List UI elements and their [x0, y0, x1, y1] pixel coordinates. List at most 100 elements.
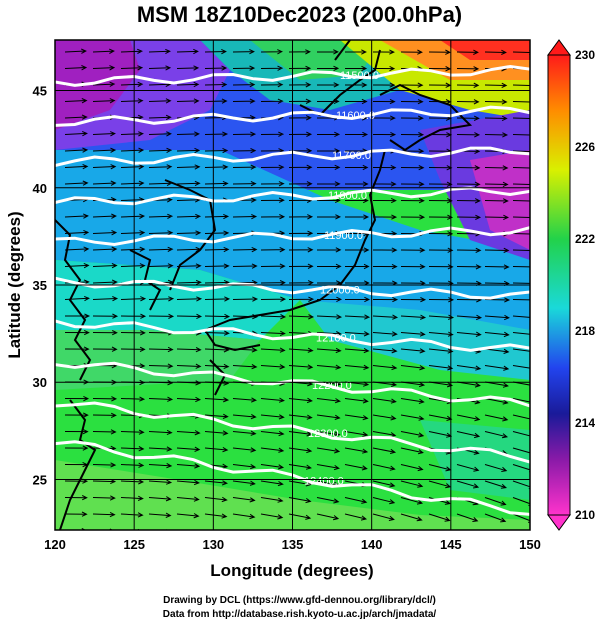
- wind-arrow: [120, 263, 146, 269]
- contour-label: 12100.0: [316, 332, 356, 344]
- wind-arrow: [400, 497, 423, 505]
- wind-arrow: [372, 49, 395, 55]
- wind-arrow: [400, 480, 424, 488]
- wind-arrow: [232, 82, 256, 88]
- wind-arrow: [260, 247, 286, 253]
- wind-arrow: [120, 213, 146, 219]
- wind-arrow: [260, 513, 284, 520]
- contour-label: 11500.0: [340, 70, 379, 82]
- wind-arrow: [512, 167, 530, 169]
- y-tick-label: 25: [33, 472, 47, 487]
- wind-arrow: [260, 131, 285, 137]
- x-tick-label: 120: [44, 537, 66, 552]
- y-axis-ticks: 25 30 35 40 45: [33, 84, 47, 488]
- wind-arrow: [260, 364, 286, 370]
- wind-arrow: [176, 396, 202, 403]
- wind-arrow: [316, 296, 343, 303]
- wind-arrow: [64, 229, 90, 236]
- wind-arrow: [512, 414, 530, 420]
- wind-arrow: [512, 447, 530, 456]
- wind-arrow: [148, 263, 174, 269]
- colorbar: 230 226 222 218 214 210: [547, 39, 595, 531]
- wind-arrow: [344, 364, 370, 370]
- contour-label: 12400.0: [304, 476, 344, 488]
- wind-arrow: [232, 463, 257, 470]
- wind-arrow: [204, 164, 229, 170]
- wind-arrow: [372, 82, 396, 88]
- wind-arrow: [372, 513, 395, 521]
- wind-arrow: [120, 429, 145, 435]
- wind-arrow: [344, 347, 370, 354]
- wind-arrow: [176, 479, 200, 486]
- wind-arrow: [428, 198, 453, 204]
- wind-arrow: [400, 49, 423, 55]
- wind-arrow: [176, 263, 202, 269]
- wind-arrow: [512, 497, 530, 506]
- wind-arrow: [456, 115, 480, 121]
- wind-arrow: [176, 98, 200, 104]
- wind-arrow: [372, 98, 396, 105]
- wind-arrow: [260, 49, 283, 55]
- wind-arrow: [345, 82, 368, 88]
- wind-arrow: [372, 115, 396, 121]
- wind-arrow: [400, 132, 425, 138]
- wind-arrow: [176, 496, 200, 502]
- wind-arrow: [260, 464, 285, 470]
- wind-arrow: [316, 447, 341, 454]
- wind-arrow: [176, 313, 203, 320]
- wind-arrow: [316, 364, 342, 370]
- wind-arrow: [512, 82, 530, 89]
- wind-arrow: [316, 82, 340, 88]
- wind-arrow: [456, 49, 479, 55]
- wind-arrow: [232, 246, 258, 253]
- wind-arrow: [176, 363, 202, 369]
- colorbar-tick-label: 222: [575, 232, 595, 246]
- wind-arrow: [345, 531, 366, 537]
- wind-arrow: [512, 282, 530, 284]
- wind-arrow: [120, 147, 145, 153]
- wind-arrow: [65, 313, 91, 319]
- wind-arrow: [64, 65, 88, 71]
- wind-arrow: [120, 512, 144, 518]
- wind-arrow: [204, 430, 229, 436]
- wind-arrow: [92, 296, 119, 302]
- wind-arrow: [456, 365, 482, 371]
- wind-arrow: [345, 98, 368, 105]
- wind-arrow: [400, 198, 425, 204]
- wind-arrow: [204, 363, 230, 370]
- wind-arrow: [512, 315, 530, 318]
- wind-arrow: [316, 65, 340, 72]
- wind-arrow: [345, 49, 367, 55]
- wind-arrow: [316, 280, 342, 286]
- wind-arrow: [345, 296, 371, 303]
- wind-arrow: [232, 214, 258, 220]
- wind-arrow: [512, 200, 530, 202]
- wind-arrow: [372, 214, 398, 220]
- wind-arrow: [204, 48, 227, 55]
- wind-arrow: [400, 431, 425, 438]
- contour-label: 12200.0: [312, 380, 352, 392]
- wind-arrow: [484, 82, 508, 88]
- wind-arrow: [81, 528, 87, 530]
- wind-arrow: [345, 263, 370, 270]
- credit-data: Data from http://database.rish.kyoto-u.a…: [162, 609, 437, 620]
- wind-arrow: [260, 414, 285, 420]
- wind-arrow: [204, 446, 229, 453]
- y-axis-label: Latitude (degrees): [5, 211, 24, 358]
- wind-arrow: [316, 131, 341, 138]
- wind-arrow: [148, 98, 172, 104]
- wind-arrow: [176, 246, 202, 253]
- wind-arrow: [64, 147, 89, 153]
- colorbar-bar: [547, 54, 571, 516]
- wind-arrow: [120, 65, 144, 71]
- wind-arrow: [204, 65, 228, 71]
- wind-arrow: [148, 114, 172, 121]
- wind-arrow: [204, 347, 230, 353]
- wind-arrow: [345, 164, 369, 171]
- wind-arrow: [428, 513, 451, 522]
- wind-arrow: [512, 266, 530, 268]
- wind-arrow: [344, 414, 369, 421]
- wind-arrow: [512, 464, 530, 473]
- wind-arrow: [428, 264, 454, 270]
- wind-arrow: [344, 398, 369, 404]
